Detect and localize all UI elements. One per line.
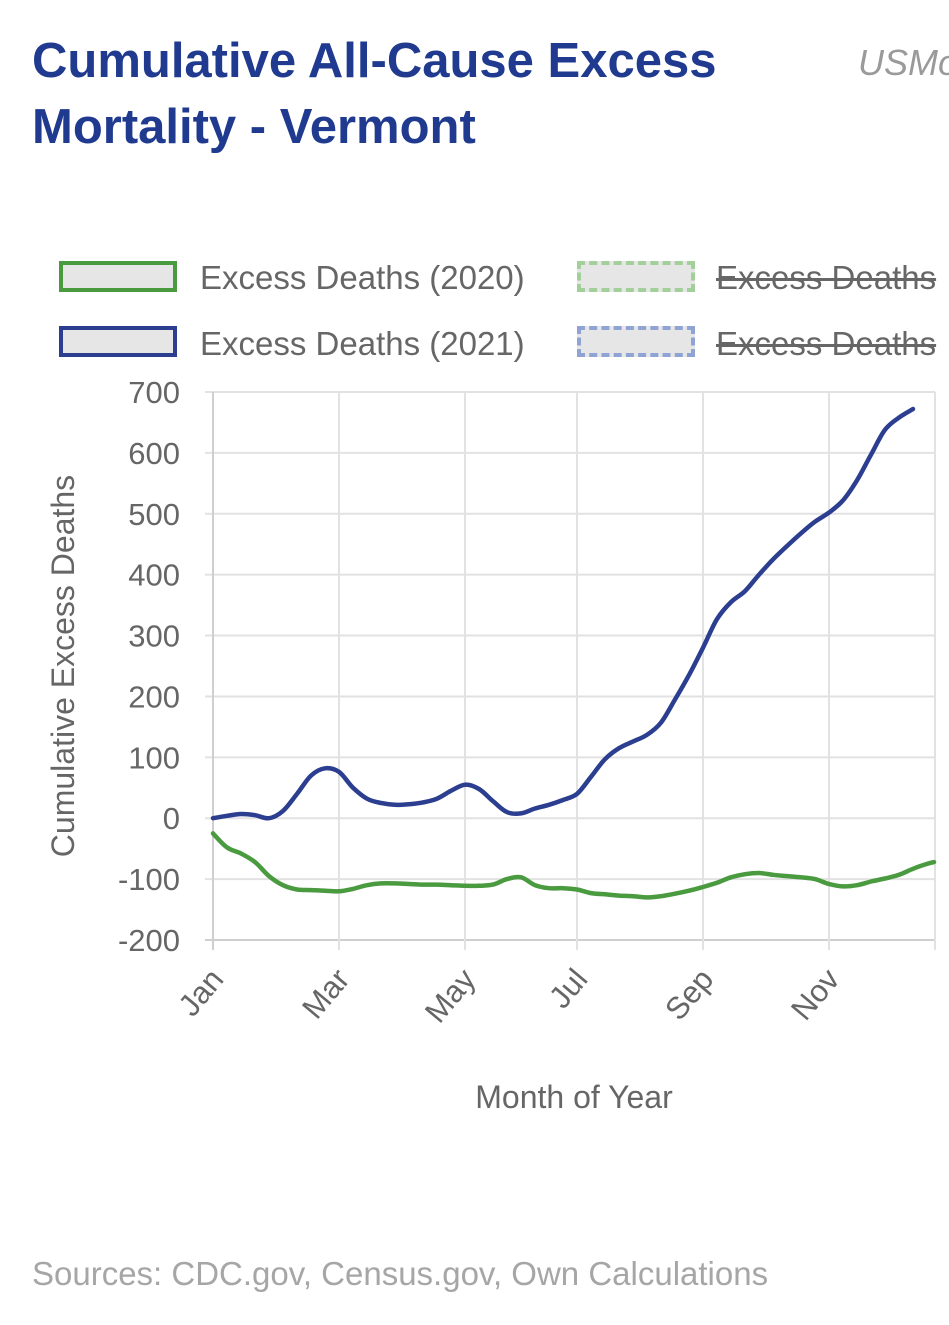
y-tick-label: 300: [128, 619, 180, 654]
legend-label-hidden-green[interactable]: Excess Deaths: [716, 259, 937, 296]
y-tick-label: 600: [128, 436, 180, 471]
x-tick-label: Mar: [295, 962, 356, 1025]
x-tick-label: Jul: [542, 962, 594, 1015]
y-tick-label: 500: [128, 497, 180, 532]
chart-title: Cumulative All-Cause Excess Mortality - …: [32, 34, 717, 154]
legend-swatch-hidden-green[interactable]: [577, 261, 695, 292]
line-chart: 700 600 500 400 300 200 100 0 -100 -200 Jan Mar May J…: [45, 375, 937, 1115]
x-tick-label: May: [418, 962, 483, 1030]
y-tick-label: -100: [118, 862, 180, 897]
series-line-0: [210, 831, 937, 900]
y-axis-label: Cumulative Excess Deaths: [45, 475, 81, 857]
legend-swatch-2021[interactable]: [59, 326, 177, 357]
legend-swatch-2020[interactable]: [59, 261, 177, 292]
legend-label-2020[interactable]: Excess Deaths (2020): [200, 259, 525, 296]
axis-ticks: 700 600 500 400 300 200 100 0 -100 -200 Jan Mar May J…: [118, 375, 847, 1029]
x-tick-label: Sep: [658, 962, 720, 1027]
y-tick-label: 0: [163, 801, 180, 836]
x-tick-label: Jan: [171, 962, 230, 1023]
legend-label-hidden-blue[interactable]: Excess Deaths: [716, 325, 937, 362]
x-tick-label: Nov: [784, 962, 847, 1027]
y-tick-label: 700: [128, 375, 180, 410]
y-tick-label: -200: [118, 923, 180, 958]
grid-lines: [205, 391, 936, 950]
legend-swatch-hidden-blue[interactable]: [577, 326, 695, 357]
source-note: Sources: CDC.gov, Census.gov, Own Calcul…: [32, 1255, 769, 1292]
series-line-1: [210, 406, 916, 821]
series-lines: [210, 406, 937, 900]
y-tick-label: 200: [128, 679, 180, 714]
y-tick-label: 100: [128, 740, 180, 775]
legend-label-2021[interactable]: Excess Deaths (2021): [200, 325, 525, 362]
x-axis-label: Month of Year: [475, 1079, 673, 1115]
y-tick-label: 400: [128, 558, 180, 593]
watermark-text: USMo: [858, 42, 949, 83]
